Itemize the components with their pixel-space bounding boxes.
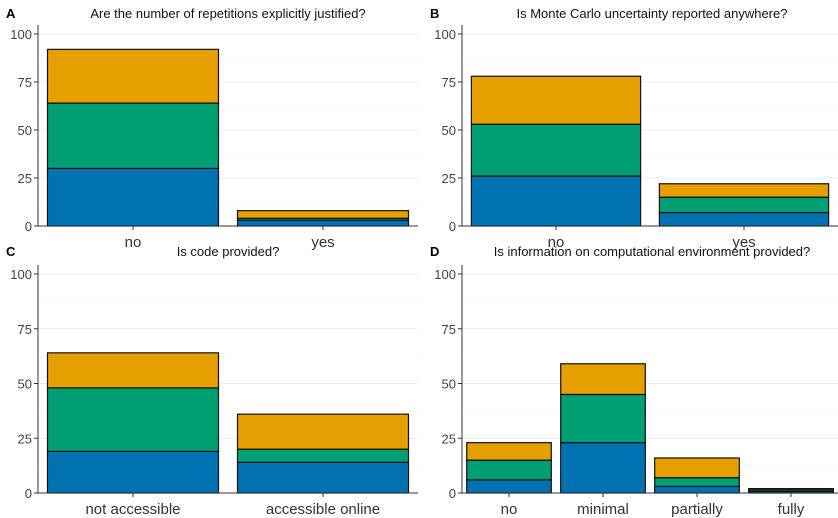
y-tick-label: 100 xyxy=(10,27,32,42)
panel-letter: C xyxy=(6,244,16,259)
bar-yes-segment-1 xyxy=(236,219,410,227)
bar-not-accessible-segment-2 xyxy=(46,387,220,452)
panel-title: Is information on computational environm… xyxy=(494,244,811,259)
bar-accessible-online-segment-2 xyxy=(236,448,410,463)
y-tick-label: 25 xyxy=(18,431,32,446)
bar-no-segment-2 xyxy=(466,459,552,481)
panel-letter: B xyxy=(430,6,439,21)
y-tick-label: 25 xyxy=(18,171,32,186)
x-tick-label: partially xyxy=(671,501,723,518)
y-tick-label: 75 xyxy=(442,75,456,90)
x-tick-label: minimal xyxy=(577,501,629,518)
y-tick-label: 50 xyxy=(442,123,456,138)
y-tick-label: 100 xyxy=(434,27,456,42)
x-tick-label: not accessible xyxy=(85,501,180,518)
bar-yes-segment-1 xyxy=(658,211,830,227)
y-tick-label: 100 xyxy=(10,267,32,282)
panel-letter: D xyxy=(430,244,439,259)
x-tick-label: fully xyxy=(778,501,805,518)
panel-a: A Are the number of repetitions explicitl… xyxy=(6,6,418,251)
bar-minimal-segment-1 xyxy=(560,442,646,494)
panel-b: B Is Monte Carlo uncertainty reported any… xyxy=(430,6,838,251)
panel-title: Are the number of repetitions explicitly… xyxy=(90,6,365,21)
y-tick-label: 0 xyxy=(25,486,32,501)
y-tick-label: 100 xyxy=(434,267,456,282)
bar-no-segment-1 xyxy=(470,175,642,227)
y-tick-label: 0 xyxy=(25,219,32,234)
bar-no-segment-1 xyxy=(466,479,552,494)
panel-d: D Is information on computational environ… xyxy=(430,244,838,518)
x-tick-label: yes xyxy=(311,234,334,251)
bar-not-accessible-segment-3 xyxy=(46,352,220,389)
y-tick-label: 50 xyxy=(442,377,456,392)
x-tick-label: no xyxy=(125,234,142,251)
panel-title: Is code provided? xyxy=(177,244,280,259)
bar-minimal-segment-3 xyxy=(560,363,646,396)
y-tick-label: 75 xyxy=(18,75,32,90)
bar-no-segment-2 xyxy=(46,102,220,170)
panel-c: C Is code provided? 0 25 50 75 100 not accessib… xyxy=(6,244,418,518)
bar-no-segment-3 xyxy=(470,75,642,125)
y-tick-label: 25 xyxy=(442,431,456,446)
x-tick-label: no xyxy=(501,501,518,518)
bar-yes-segment-3 xyxy=(658,183,830,198)
y-tick-label: 75 xyxy=(18,322,32,337)
bar-not-accessible-segment-1 xyxy=(46,450,220,494)
bar-no-segment-2 xyxy=(470,123,642,177)
y-tick-label: 50 xyxy=(18,377,32,392)
y-tick-label: 25 xyxy=(442,171,456,186)
y-tick-label: 75 xyxy=(442,322,456,337)
panel-letter: A xyxy=(6,6,16,21)
bar-yes-segment-3 xyxy=(236,210,410,219)
bar-no-segment-3 xyxy=(46,48,220,104)
bar-minimal-segment-2 xyxy=(560,393,646,444)
bar-accessible-online-segment-3 xyxy=(236,413,410,450)
bar-accessible-online-segment-1 xyxy=(236,461,410,494)
bar-yes-segment-2 xyxy=(658,196,830,214)
y-tick-label: 50 xyxy=(18,123,32,138)
bar-fully-segment-3 xyxy=(748,488,834,491)
panel-title: Is Monte Carlo uncertainty reported anyw… xyxy=(517,6,788,21)
bar-partially-segment-2 xyxy=(654,477,740,488)
bar-partially-segment-1 xyxy=(654,485,740,494)
bar-no-segment-1 xyxy=(46,167,220,227)
x-tick-label: accessible online xyxy=(266,501,380,518)
y-tick-label: 0 xyxy=(449,486,456,501)
y-tick-label: 0 xyxy=(449,219,456,234)
bar-no-segment-3 xyxy=(466,442,552,461)
bar-partially-segment-3 xyxy=(654,457,740,479)
x-tick-label: no xyxy=(548,234,565,251)
x-tick-label: yes xyxy=(732,234,755,251)
